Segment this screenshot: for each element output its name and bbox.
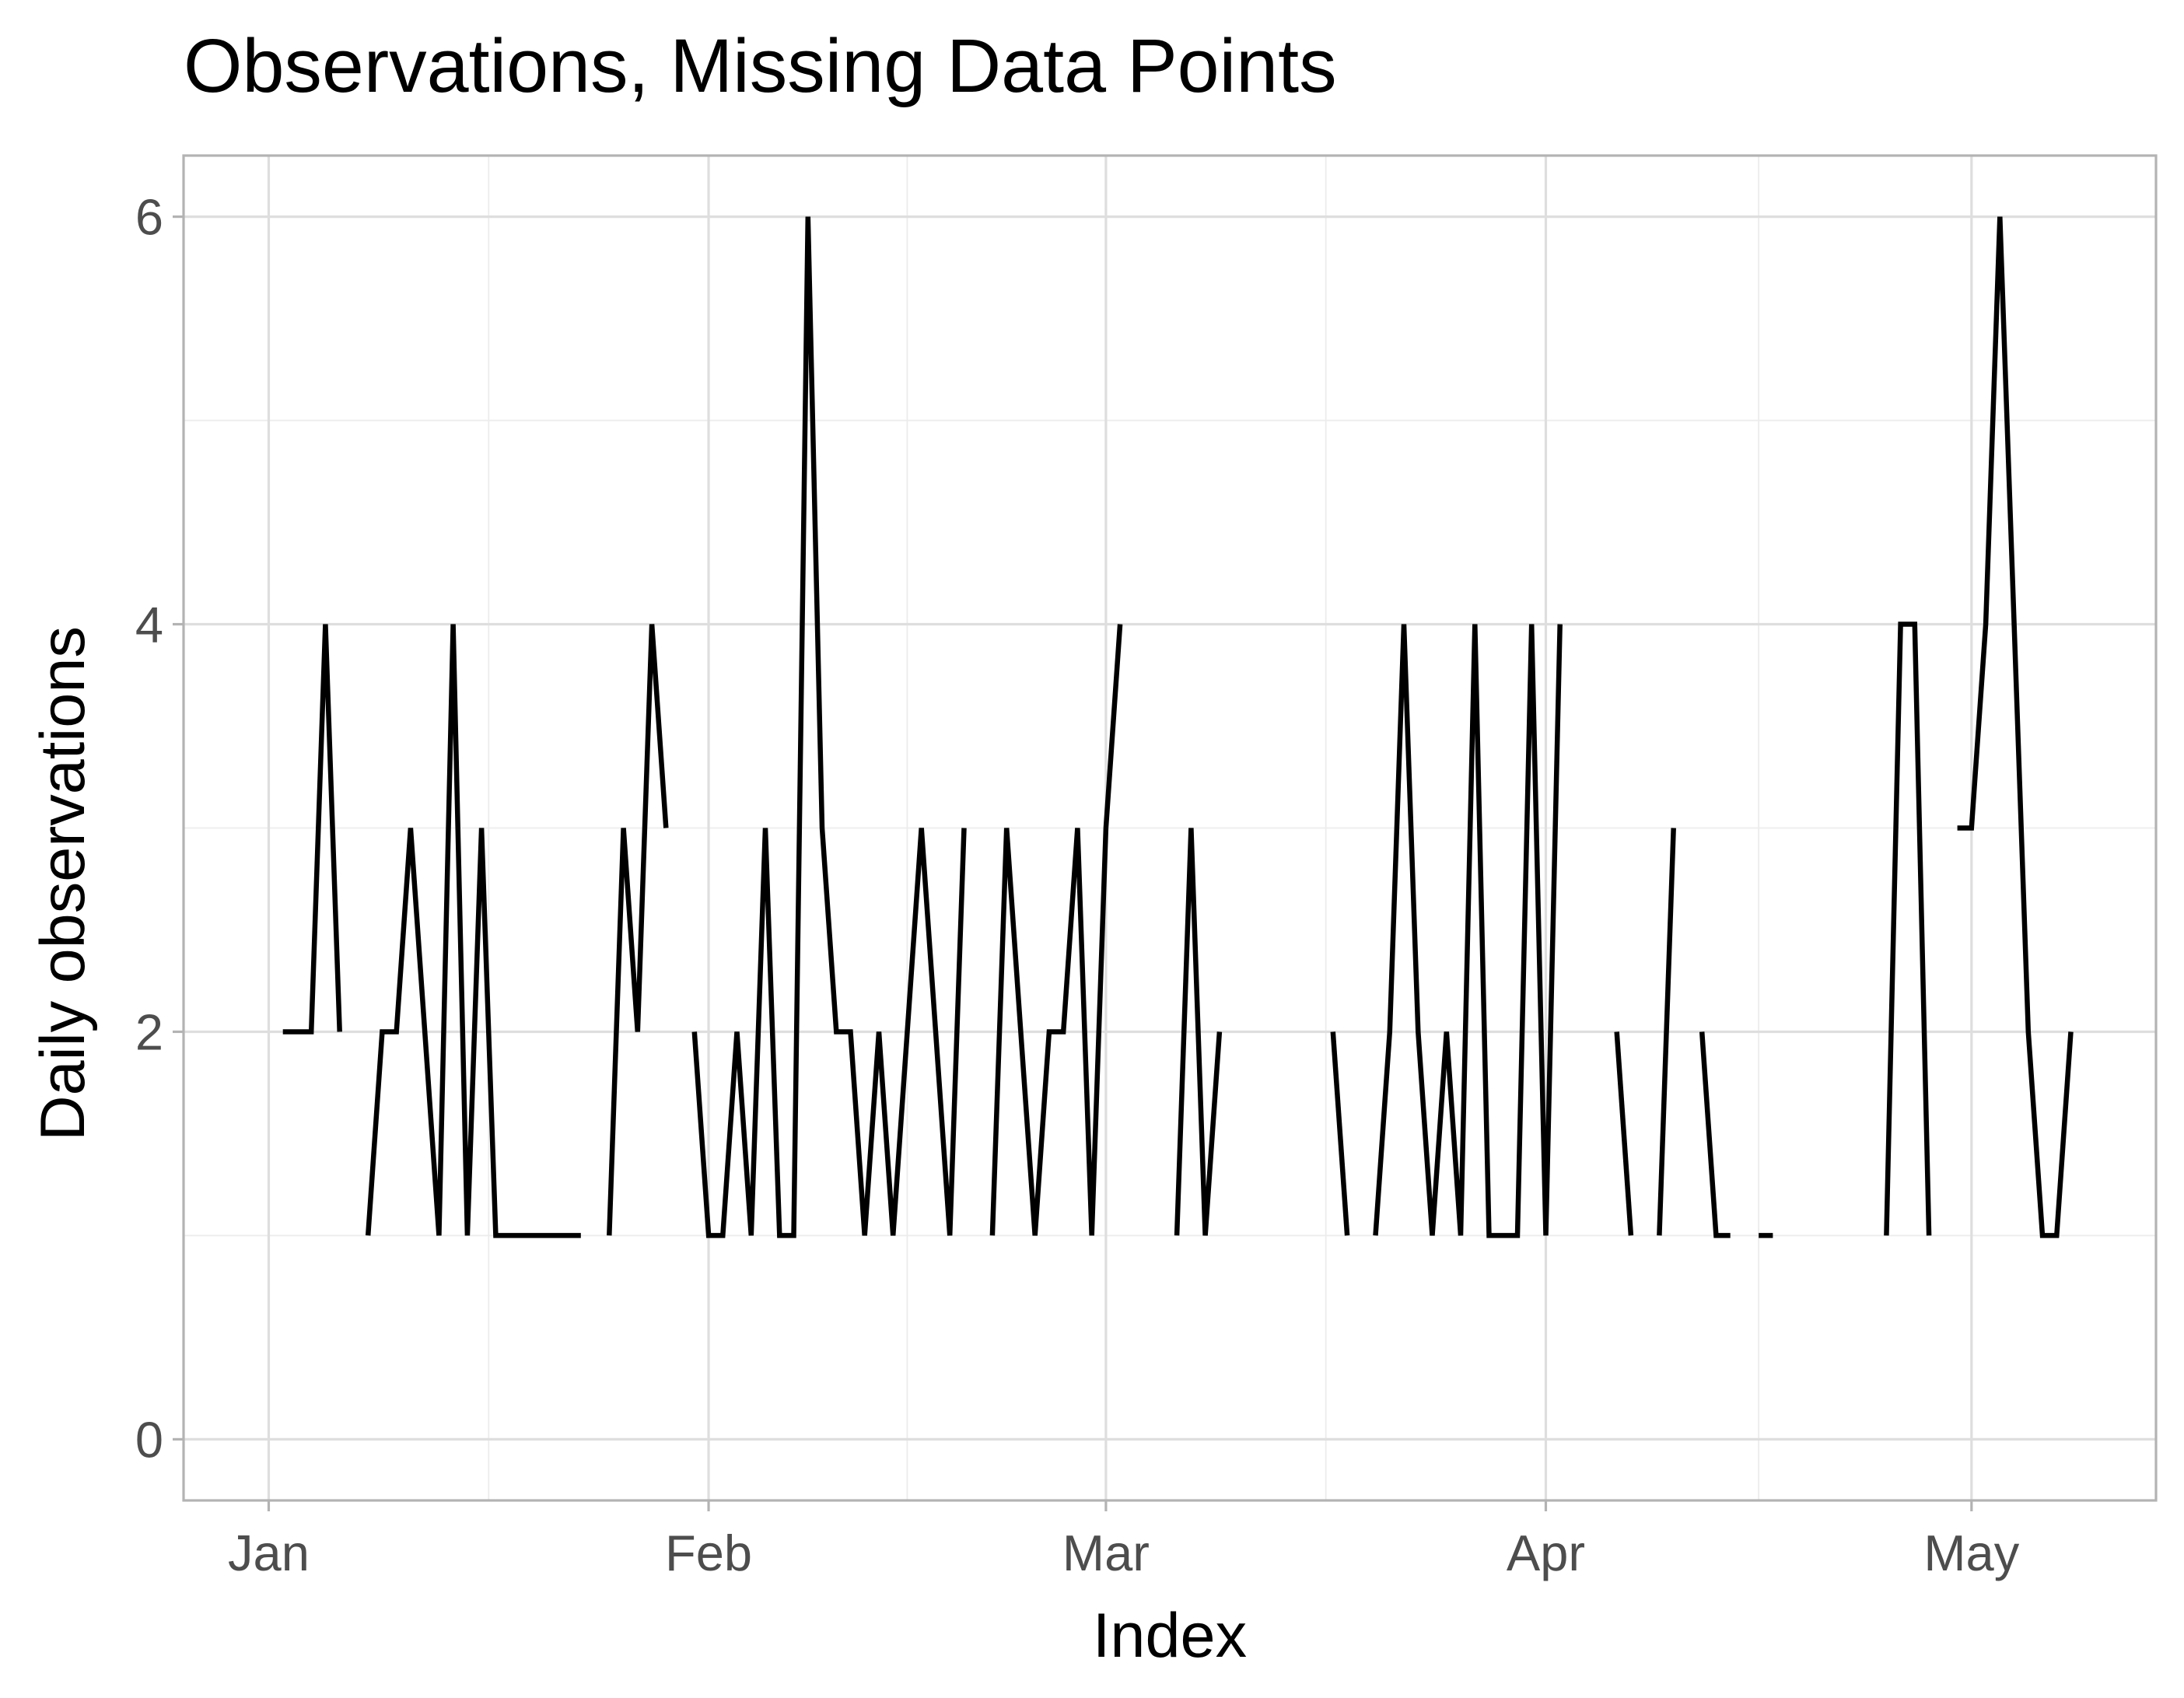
x-tick-label: Feb: [665, 1525, 752, 1581]
plot-panel-border: [182, 154, 2158, 1502]
series-line-segment: [691, 216, 967, 1238]
x-tick-label: Jan: [228, 1525, 310, 1581]
series-line-segment: [1884, 621, 1932, 1236]
data-series: [282, 216, 2074, 1238]
x-tick-label: Apr: [1507, 1525, 1585, 1581]
series-line-segment: [365, 624, 581, 1238]
series-line-segment: [1957, 216, 2074, 1238]
series-line-segment: [1657, 828, 1676, 1236]
x-tick-label: Mar: [1062, 1525, 1150, 1581]
y-tick-label: 0: [135, 1411, 163, 1468]
y-tick-label: 6: [135, 189, 163, 246]
y-tick-label: 4: [135, 597, 163, 653]
y-axis-title: Daily observations: [28, 626, 98, 1141]
series-line-segment: [282, 624, 342, 1035]
axis-ticks: [173, 215, 1973, 1511]
series-line-segment: [1614, 1031, 1634, 1236]
chart-title: Observations, Missing Data Points: [184, 23, 1337, 108]
series-line-segment: [607, 624, 669, 1236]
series-line-segment: [1373, 624, 1563, 1238]
y-tick-label: 2: [135, 1003, 163, 1060]
series-line-segment: [1330, 1031, 1350, 1236]
tick-labels: 0 2 4 6 Jan Feb Mar Apr May: [135, 189, 2020, 1581]
x-tick-label: May: [1923, 1525, 2019, 1581]
x-axis-title: Index: [1093, 1601, 1247, 1671]
series-line-segment: [1699, 1031, 1731, 1238]
series-line-segment: [989, 624, 1123, 1236]
series-line-segment: [1174, 828, 1223, 1236]
